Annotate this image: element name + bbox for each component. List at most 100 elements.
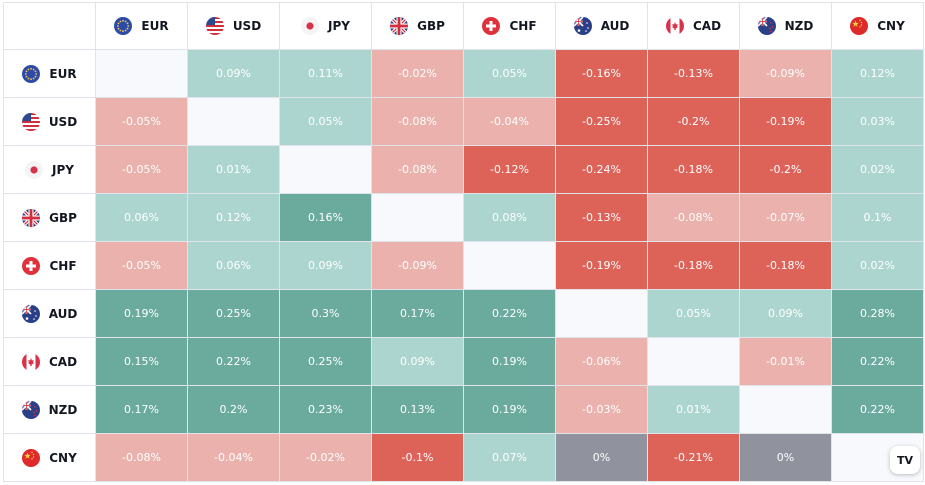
rate-cell-aud-cad[interactable]: 0.05% xyxy=(648,290,740,338)
rate-cell-jpy-nzd[interactable]: -0.2% xyxy=(740,146,832,194)
row-header-nzd[interactable]: NZD xyxy=(4,386,96,434)
rate-cell-usd-gbp[interactable]: -0.08% xyxy=(372,98,464,146)
rate-cell-gbp-jpy[interactable]: 0.16% xyxy=(280,194,372,242)
rate-cell-aud-usd[interactable]: 0.25% xyxy=(188,290,280,338)
column-header-usd[interactable]: USD xyxy=(188,3,280,50)
eu-flag-icon xyxy=(114,17,133,35)
rate-cell-cny-aud[interactable]: 0% xyxy=(556,434,648,482)
rate-cell-chf-nzd[interactable]: -0.18% xyxy=(740,242,832,290)
column-header-jpy[interactable]: JPY xyxy=(280,3,372,50)
rate-cell-usd-cad[interactable]: -0.2% xyxy=(648,98,740,146)
column-header-chf[interactable]: CHF xyxy=(464,3,556,50)
column-header-cad[interactable]: CAD xyxy=(648,3,740,50)
rate-cell-eur-chf[interactable]: 0.05% xyxy=(464,50,556,98)
rate-cell-gbp-aud[interactable]: -0.13% xyxy=(556,194,648,242)
rate-cell-eur-aud[interactable]: -0.16% xyxy=(556,50,648,98)
us-flag-icon xyxy=(21,112,40,131)
rate-cell-chf-gbp[interactable]: -0.09% xyxy=(372,242,464,290)
rate-cell-cny-gbp[interactable]: -0.1% xyxy=(372,434,464,482)
rate-cell-usd-nzd[interactable]: -0.19% xyxy=(740,98,832,146)
rate-cell-eur-nzd[interactable]: -0.09% xyxy=(740,50,832,98)
rate-cell-cad-eur[interactable]: 0.15% xyxy=(96,338,188,386)
rate-cell-nzd-eur[interactable]: 0.17% xyxy=(96,386,188,434)
column-header-aud[interactable]: AUD xyxy=(556,3,648,50)
rate-cell-gbp-chf[interactable]: 0.08% xyxy=(464,194,556,242)
rate-cell-usd-cny[interactable]: 0.03% xyxy=(832,98,924,146)
row-header-aud[interactable]: AUD xyxy=(4,290,96,338)
rate-cell-nzd-gbp[interactable]: 0.13% xyxy=(372,386,464,434)
rate-cell-cny-eur[interactable]: -0.08% xyxy=(96,434,188,482)
rate-cell-gbp-eur[interactable]: 0.06% xyxy=(96,194,188,242)
rate-cell-nzd-chf[interactable]: 0.19% xyxy=(464,386,556,434)
row-header-eur[interactable]: EUR xyxy=(4,50,96,98)
column-header-nzd[interactable]: NZD xyxy=(740,3,832,50)
rate-cell-eur-gbp[interactable]: -0.02% xyxy=(372,50,464,98)
rate-cell-eur-cny[interactable]: 0.12% xyxy=(832,50,924,98)
rate-cell-aud-aud xyxy=(556,290,648,338)
rate-cell-nzd-cad[interactable]: 0.01% xyxy=(648,386,740,434)
rate-cell-aud-eur[interactable]: 0.19% xyxy=(96,290,188,338)
row-header-label: USD xyxy=(48,114,78,129)
rate-cell-jpy-eur[interactable]: -0.05% xyxy=(96,146,188,194)
column-header-eur[interactable]: EUR xyxy=(96,3,188,50)
row-header-usd[interactable]: USD xyxy=(4,98,96,146)
rate-cell-cad-jpy[interactable]: 0.25% xyxy=(280,338,372,386)
rate-cell-aud-cny[interactable]: 0.28% xyxy=(832,290,924,338)
rate-cell-nzd-aud[interactable]: -0.03% xyxy=(556,386,648,434)
rate-cell-chf-cad[interactable]: -0.18% xyxy=(648,242,740,290)
rate-cell-aud-chf[interactable]: 0.22% xyxy=(464,290,556,338)
rate-cell-cad-chf[interactable]: 0.19% xyxy=(464,338,556,386)
row-header-cny[interactable]: CNY xyxy=(4,434,96,482)
ca-flag-icon xyxy=(21,352,40,371)
rate-cell-jpy-chf[interactable]: -0.12% xyxy=(464,146,556,194)
nz-flag-icon xyxy=(757,17,776,35)
rate-cell-cad-usd[interactable]: 0.22% xyxy=(188,338,280,386)
rate-cell-nzd-cny[interactable]: 0.22% xyxy=(832,386,924,434)
tradingview-logo-icon[interactable]: TV xyxy=(890,446,920,474)
rate-cell-aud-nzd[interactable]: 0.09% xyxy=(740,290,832,338)
rate-cell-eur-cad[interactable]: -0.13% xyxy=(648,50,740,98)
rate-cell-gbp-usd[interactable]: 0.12% xyxy=(188,194,280,242)
column-header-gbp[interactable]: GBP xyxy=(372,3,464,50)
rate-cell-jpy-cny[interactable]: 0.02% xyxy=(832,146,924,194)
rate-cell-usd-aud[interactable]: -0.25% xyxy=(556,98,648,146)
column-header-cny[interactable]: CNY xyxy=(832,3,924,50)
row-header-label: AUD xyxy=(48,306,78,321)
row-header-chf[interactable]: CHF xyxy=(4,242,96,290)
rate-cell-cny-nzd[interactable]: 0% xyxy=(740,434,832,482)
rate-cell-chf-jpy[interactable]: 0.09% xyxy=(280,242,372,290)
rate-cell-cad-cny[interactable]: 0.22% xyxy=(832,338,924,386)
us-flag-icon xyxy=(205,17,224,35)
row-header-cad[interactable]: CAD xyxy=(4,338,96,386)
rate-cell-chf-cny[interactable]: 0.02% xyxy=(832,242,924,290)
rate-cell-cad-nzd[interactable]: -0.01% xyxy=(740,338,832,386)
rate-cell-eur-jpy[interactable]: 0.11% xyxy=(280,50,372,98)
rate-cell-chf-aud[interactable]: -0.19% xyxy=(556,242,648,290)
rate-cell-gbp-cny[interactable]: 0.1% xyxy=(832,194,924,242)
rate-cell-cad-aud[interactable]: -0.06% xyxy=(556,338,648,386)
column-header-label: JPY xyxy=(328,19,350,33)
rate-cell-aud-gbp[interactable]: 0.17% xyxy=(372,290,464,338)
rate-cell-chf-eur[interactable]: -0.05% xyxy=(96,242,188,290)
rate-cell-usd-eur[interactable]: -0.05% xyxy=(96,98,188,146)
rate-cell-cny-usd[interactable]: -0.04% xyxy=(188,434,280,482)
rate-cell-cad-gbp[interactable]: 0.09% xyxy=(372,338,464,386)
rate-cell-usd-chf[interactable]: -0.04% xyxy=(464,98,556,146)
rate-cell-jpy-cad[interactable]: -0.18% xyxy=(648,146,740,194)
rate-cell-nzd-jpy[interactable]: 0.23% xyxy=(280,386,372,434)
rate-cell-jpy-gbp[interactable]: -0.08% xyxy=(372,146,464,194)
rate-cell-eur-usd[interactable]: 0.09% xyxy=(188,50,280,98)
row-header-gbp[interactable]: GBP xyxy=(4,194,96,242)
rate-cell-gbp-cad[interactable]: -0.08% xyxy=(648,194,740,242)
rate-cell-aud-jpy[interactable]: 0.3% xyxy=(280,290,372,338)
row-header-jpy[interactable]: JPY xyxy=(4,146,96,194)
rate-cell-usd-jpy[interactable]: 0.05% xyxy=(280,98,372,146)
rate-cell-cny-cad[interactable]: -0.21% xyxy=(648,434,740,482)
rate-cell-cny-jpy[interactable]: -0.02% xyxy=(280,434,372,482)
rate-cell-jpy-usd[interactable]: 0.01% xyxy=(188,146,280,194)
rate-cell-chf-usd[interactable]: 0.06% xyxy=(188,242,280,290)
rate-cell-gbp-nzd[interactable]: -0.07% xyxy=(740,194,832,242)
rate-cell-jpy-aud[interactable]: -0.24% xyxy=(556,146,648,194)
rate-cell-cny-chf[interactable]: 0.07% xyxy=(464,434,556,482)
rate-cell-nzd-usd[interactable]: 0.2% xyxy=(188,386,280,434)
